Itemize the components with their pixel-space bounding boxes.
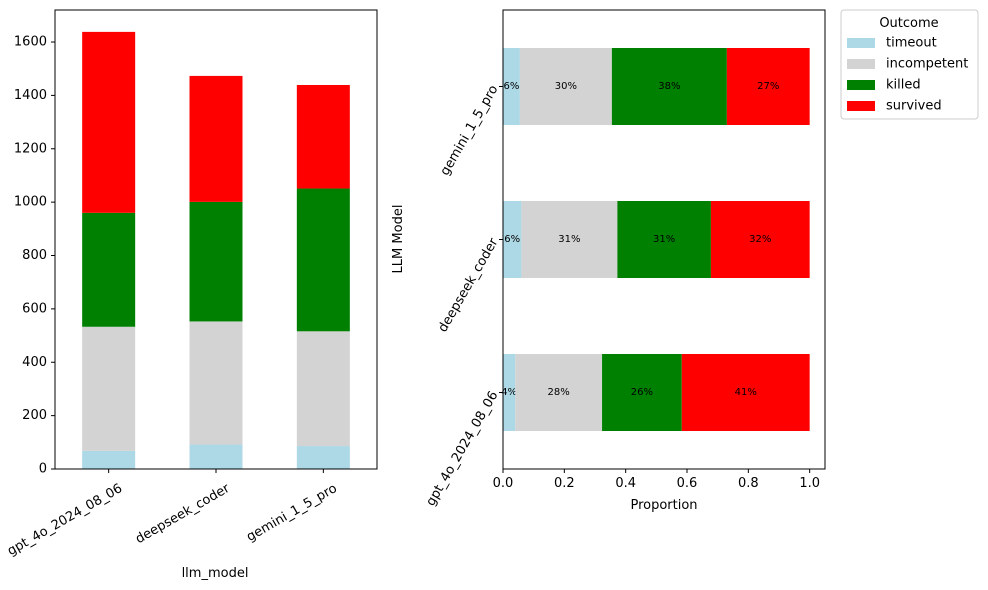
left-bar-survived-deepseek_coder xyxy=(189,75,243,202)
left-x-axis-label: llm_model xyxy=(182,566,249,581)
left-y-tick-label: 1400 xyxy=(14,88,47,103)
right-bar-incompetent-deepseek_coder xyxy=(521,201,618,278)
right-x-axis-label: Proportion xyxy=(630,498,697,513)
left-bar-incompetent-gemini_1_5_pro xyxy=(296,331,350,447)
right-x-tick-label: 0.2 xyxy=(554,476,575,491)
left-bar-timeout-gpt_4o_2024_08_06 xyxy=(82,450,136,469)
legend-label-survived: survived xyxy=(886,99,942,114)
right-x-tick-label: 0.6 xyxy=(677,476,698,491)
left-x-tick-label: gpt_4o_2024_08_06 xyxy=(5,481,125,559)
left-y-tick-label: 1200 xyxy=(14,141,47,156)
right-bar-killed-gemini_1_5_pro xyxy=(611,48,727,125)
legend-title: Outcome xyxy=(879,16,938,31)
right-bar-percent-label: 28% xyxy=(548,387,570,398)
right-bar-timeout-gpt_4o_2024_08_06 xyxy=(503,354,516,431)
right-bar-percent-label: 31% xyxy=(653,234,675,245)
left-bar-survived-gemini_1_5_pro xyxy=(296,84,350,189)
left-bar-survived-gpt_4o_2024_08_06 xyxy=(82,31,136,213)
right-bar-percent-label: 4% xyxy=(501,387,517,398)
right-y-tick-label: gemini_1_5_pro xyxy=(438,83,502,179)
right-bar-survived-gemini_1_5_pro xyxy=(726,48,810,125)
right-y-tick-label: gpt_4o_2024_08_06 xyxy=(424,389,502,509)
right-x-tick-label: 1.0 xyxy=(799,476,820,491)
right-bar-incompetent-gpt_4o_2024_08_06 xyxy=(515,354,603,431)
right-bar-percent-label: 32% xyxy=(749,234,771,245)
legend-label-timeout: timeout xyxy=(886,36,937,51)
right-y-axis-label: LLM Model xyxy=(391,205,406,274)
legend-frame xyxy=(840,9,979,120)
right-bar-killed-deepseek_coder xyxy=(617,201,711,278)
left-y-tick-label: 200 xyxy=(22,408,47,423)
right-bar-survived-gpt_4o_2024_08_06 xyxy=(681,354,810,431)
legend-label-killed: killed xyxy=(886,78,921,93)
right-bar-percent-label: 31% xyxy=(558,234,580,245)
legend-swatch-timeout xyxy=(847,38,875,48)
left-stacked-bar-chart: 0 200 400 600 800 1000 1200 1400 1600 gpt_4o_202… xyxy=(5,9,378,581)
left-y-tick-label: 0 xyxy=(39,462,47,477)
legend-swatch-killed xyxy=(847,80,875,90)
right-bar-timeout-deepseek_coder xyxy=(503,201,522,278)
right-bar-percent-label: 30% xyxy=(555,81,577,92)
legend: Outcome timeout incompetent killed survived xyxy=(840,9,979,120)
left-y-tick-label: 1600 xyxy=(14,35,47,50)
right-bar-timeout-gemini_1_5_pro xyxy=(503,48,520,125)
right-bar-percent-label: 27% xyxy=(757,81,779,92)
right-bar-killed-gpt_4o_2024_08_06 xyxy=(602,354,682,431)
legend-swatch-survived xyxy=(847,101,875,111)
left-bar-killed-gemini_1_5_pro xyxy=(296,188,350,332)
right-x-tick-label: 0.0 xyxy=(493,476,514,491)
left-bar-killed-gpt_4o_2024_08_06 xyxy=(82,212,136,327)
left-bar-timeout-gemini_1_5_pro xyxy=(296,446,350,469)
right-y-tick-label: deepseek_coder xyxy=(436,235,502,335)
left-y-tick-label: 400 xyxy=(22,355,47,370)
right-bar-percent-label: 6% xyxy=(504,234,520,245)
left-bar-incompetent-deepseek_coder xyxy=(189,321,243,445)
right-bar-incompetent-gemini_1_5_pro xyxy=(519,48,612,125)
right-bar-percent-label: 41% xyxy=(735,387,757,398)
left-bar-timeout-deepseek_coder xyxy=(189,444,243,469)
right-x-tick-label: 0.8 xyxy=(738,476,759,491)
left-y-tick-label: 1000 xyxy=(14,195,47,210)
legend-label-incompetent: incompetent xyxy=(886,57,968,72)
left-y-tick-label: 600 xyxy=(22,301,47,316)
legend-swatch-incompetent xyxy=(847,59,875,69)
left-x-tick-label: gemini_1_5_pro xyxy=(244,481,340,545)
right-proportion-bar-chart: 4% 28% 26% 41% 6% 31% 31% 32% 6% 30% 38% 27% 0.0 0.2… xyxy=(391,9,826,513)
left-bar-incompetent-gpt_4o_2024_08_06 xyxy=(82,326,136,451)
right-x-tick-label: 0.4 xyxy=(615,476,636,491)
right-bar-percent-label: 6% xyxy=(503,81,519,92)
left-bar-killed-deepseek_coder xyxy=(189,201,243,322)
right-bar-survived-deepseek_coder xyxy=(710,201,810,278)
right-bar-percent-label: 38% xyxy=(658,81,680,92)
right-bar-percent-label: 26% xyxy=(631,387,653,398)
left-y-tick-label: 800 xyxy=(22,248,47,263)
left-x-tick-label: deepseek_coder xyxy=(133,481,233,547)
